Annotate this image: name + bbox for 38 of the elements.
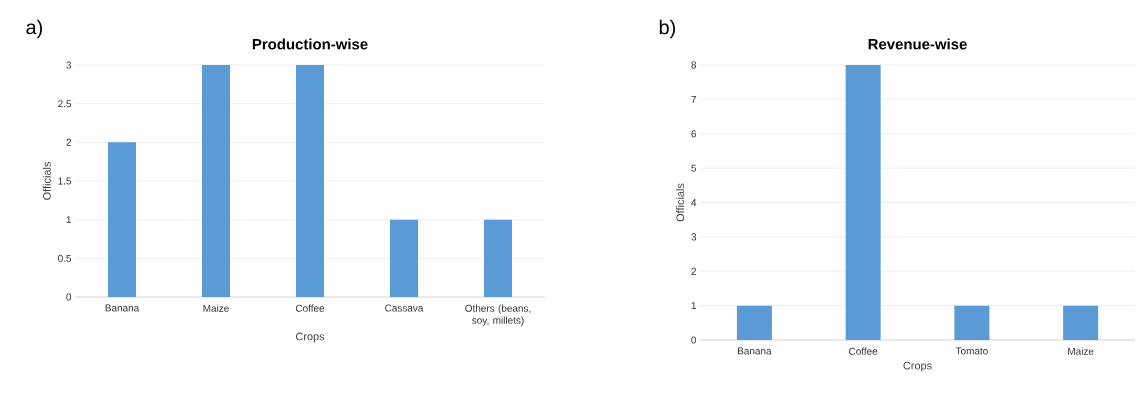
x-tick-label: Coffee <box>849 347 878 355</box>
y-tick-label: 1 <box>691 302 697 310</box>
y-tick-label: 1.5 <box>58 177 72 185</box>
y-tick-label: 0.5 <box>58 254 72 262</box>
x-tick-label: Coffee <box>295 304 325 312</box>
y-tick-label: 5 <box>691 164 697 172</box>
x-tick-label: Others (beans, soy, millets) <box>465 304 531 326</box>
text: b) <box>659 19 676 39</box>
y-tick-label: 2 <box>66 138 71 146</box>
bar <box>484 219 513 297</box>
y-tick-label: 2.5 <box>58 100 72 108</box>
x-tick-label: Tomato <box>955 347 988 355</box>
x-tick-label: Cassava <box>385 304 424 312</box>
bar <box>296 65 325 297</box>
bar <box>390 219 419 297</box>
x-tick-label: Banana <box>105 304 140 312</box>
y-axis-title: Officials <box>42 162 51 200</box>
x-tick-label: Maize <box>203 304 229 312</box>
bar <box>202 65 231 297</box>
y-tick-label: 2 <box>691 267 696 275</box>
text: a) <box>26 19 43 39</box>
y-tick-label: 8 <box>691 61 697 69</box>
y-axis-title: Officials <box>676 183 685 222</box>
chart-title: Revenue-wise <box>868 38 967 50</box>
y-tick-label: 4 <box>691 199 697 206</box>
x-axis-title: Crops <box>295 332 325 343</box>
y-tick-label: 1 <box>66 216 72 224</box>
x-axis-title: Crops <box>903 361 932 372</box>
chart-title: Production-wise <box>252 38 368 50</box>
y-tick-label: 3 <box>66 61 72 69</box>
y-tick-label: 6 <box>691 130 697 138</box>
bar <box>108 142 137 297</box>
y-tick-label: 0 <box>66 293 72 301</box>
y-tick-label: 0 <box>691 336 697 344</box>
x-tick-label: Maize <box>1068 347 1094 355</box>
x-tick-label: Banana <box>738 347 772 355</box>
y-tick-label: 3 <box>691 233 697 241</box>
y-tick-label: 7 <box>691 95 696 103</box>
